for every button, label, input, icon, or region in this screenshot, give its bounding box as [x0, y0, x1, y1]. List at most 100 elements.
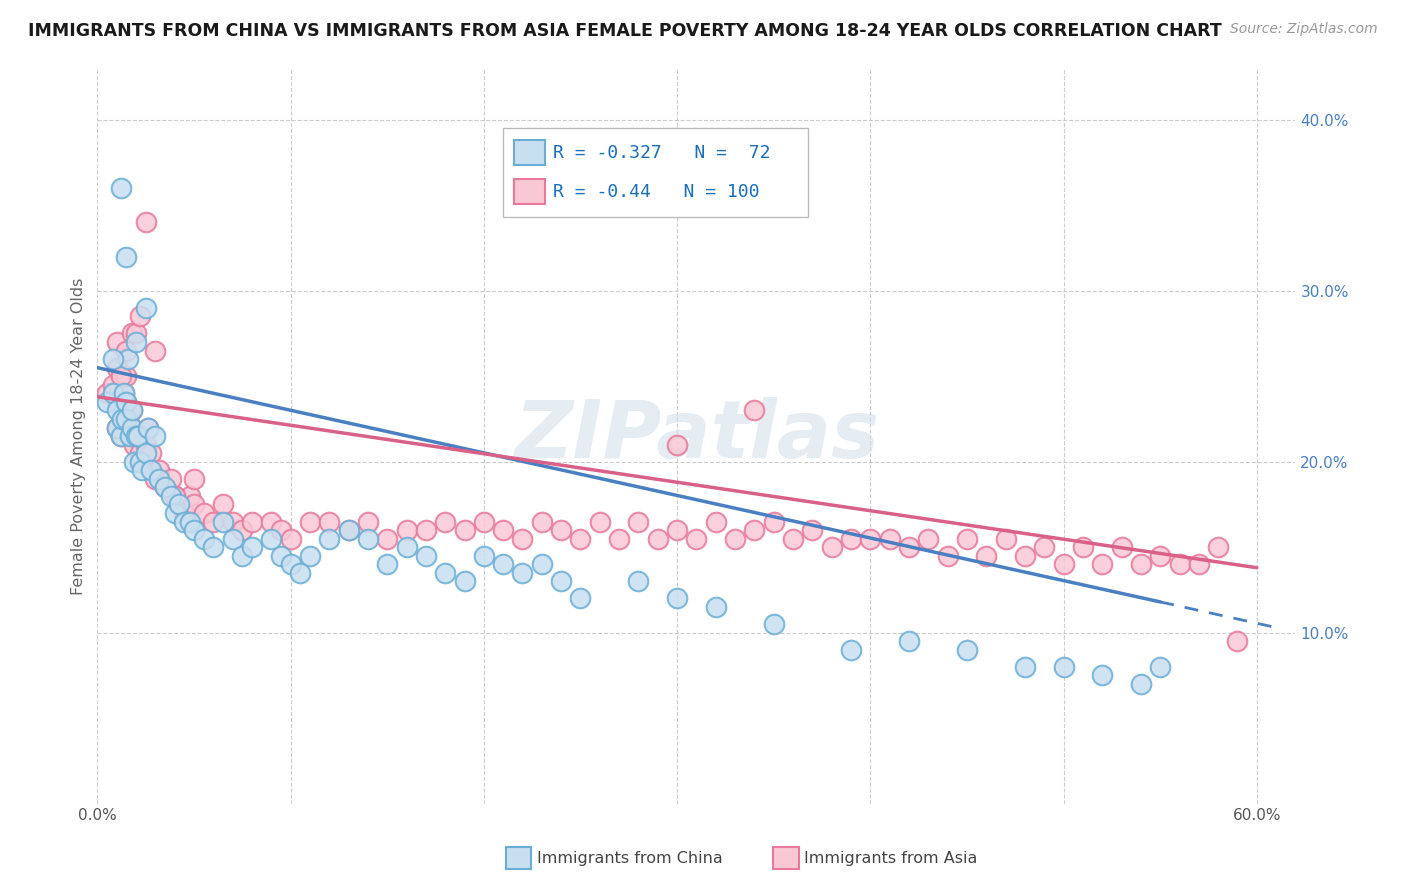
- Point: [434, 515, 457, 529]
- Point: [135, 446, 157, 460]
- Point: [318, 532, 340, 546]
- Point: [105, 360, 128, 375]
- Point: [260, 515, 283, 529]
- Point: [530, 515, 553, 529]
- Point: [492, 558, 515, 572]
- Point: [122, 437, 145, 451]
- Point: [163, 489, 186, 503]
- Point: [121, 326, 143, 341]
- Point: [115, 412, 138, 426]
- Point: [512, 566, 534, 580]
- Point: [395, 523, 418, 537]
- Point: [111, 412, 134, 426]
- Point: [101, 377, 124, 392]
- Point: [375, 532, 398, 546]
- Point: [724, 532, 747, 546]
- Point: [240, 515, 263, 529]
- Text: ZIPatlas: ZIPatlas: [515, 397, 879, 475]
- Point: [1226, 634, 1249, 648]
- Text: Immigrants from Asia: Immigrants from Asia: [804, 851, 977, 865]
- Text: R = -0.44   N = 100: R = -0.44 N = 100: [554, 183, 759, 201]
- Point: [115, 395, 138, 409]
- Point: [125, 334, 148, 349]
- Point: [153, 480, 176, 494]
- Point: [375, 558, 398, 572]
- Point: [110, 429, 132, 443]
- Point: [1149, 549, 1171, 563]
- Point: [143, 472, 166, 486]
- Point: [453, 574, 475, 589]
- Point: [1111, 540, 1133, 554]
- Point: [415, 549, 437, 563]
- Point: [128, 446, 150, 460]
- Point: [744, 523, 766, 537]
- Point: [357, 532, 380, 546]
- Point: [115, 343, 138, 358]
- Point: [121, 403, 143, 417]
- Point: [859, 532, 882, 546]
- Point: [136, 420, 159, 434]
- Point: [148, 463, 170, 477]
- Text: Source: ZipAtlas.com: Source: ZipAtlas.com: [1230, 22, 1378, 37]
- Point: [1071, 540, 1094, 554]
- Point: [395, 540, 418, 554]
- Point: [135, 437, 157, 451]
- Point: [994, 532, 1017, 546]
- Point: [762, 617, 785, 632]
- Point: [221, 532, 243, 546]
- Point: [202, 515, 225, 529]
- Point: [627, 515, 650, 529]
- Point: [782, 532, 804, 546]
- Point: [163, 506, 186, 520]
- Point: [260, 532, 283, 546]
- Point: [897, 634, 920, 648]
- Point: [240, 540, 263, 554]
- Point: [112, 386, 135, 401]
- Point: [801, 523, 824, 537]
- Point: [193, 506, 215, 520]
- Point: [666, 437, 689, 451]
- Point: [101, 386, 124, 401]
- Point: [202, 540, 225, 554]
- Point: [434, 566, 457, 580]
- Point: [111, 412, 134, 426]
- Point: [270, 549, 292, 563]
- Point: [704, 515, 727, 529]
- Point: [122, 455, 145, 469]
- Point: [1129, 558, 1152, 572]
- Point: [280, 532, 302, 546]
- Point: [173, 506, 195, 520]
- Point: [917, 532, 939, 546]
- Point: [897, 540, 920, 554]
- Point: [1091, 668, 1114, 682]
- Point: [290, 566, 312, 580]
- Point: [135, 215, 157, 229]
- Point: [744, 403, 766, 417]
- Point: [193, 532, 215, 546]
- Point: [337, 523, 360, 537]
- Point: [589, 515, 612, 529]
- Point: [839, 532, 862, 546]
- Point: [762, 515, 785, 529]
- Point: [110, 181, 132, 195]
- Point: [159, 489, 181, 503]
- Point: [96, 386, 118, 401]
- Point: [136, 420, 159, 434]
- Point: [627, 574, 650, 589]
- Point: [974, 549, 997, 563]
- Point: [127, 429, 149, 443]
- Point: [143, 343, 166, 358]
- Point: [704, 600, 727, 615]
- Point: [173, 515, 195, 529]
- Point: [179, 489, 201, 503]
- Point: [120, 429, 142, 443]
- Point: [183, 523, 205, 537]
- Point: [569, 591, 592, 606]
- Point: [666, 591, 689, 606]
- Point: [453, 523, 475, 537]
- Point: [131, 463, 153, 477]
- Point: [101, 352, 124, 367]
- Point: [472, 549, 495, 563]
- Point: [115, 369, 138, 384]
- Point: [270, 523, 292, 537]
